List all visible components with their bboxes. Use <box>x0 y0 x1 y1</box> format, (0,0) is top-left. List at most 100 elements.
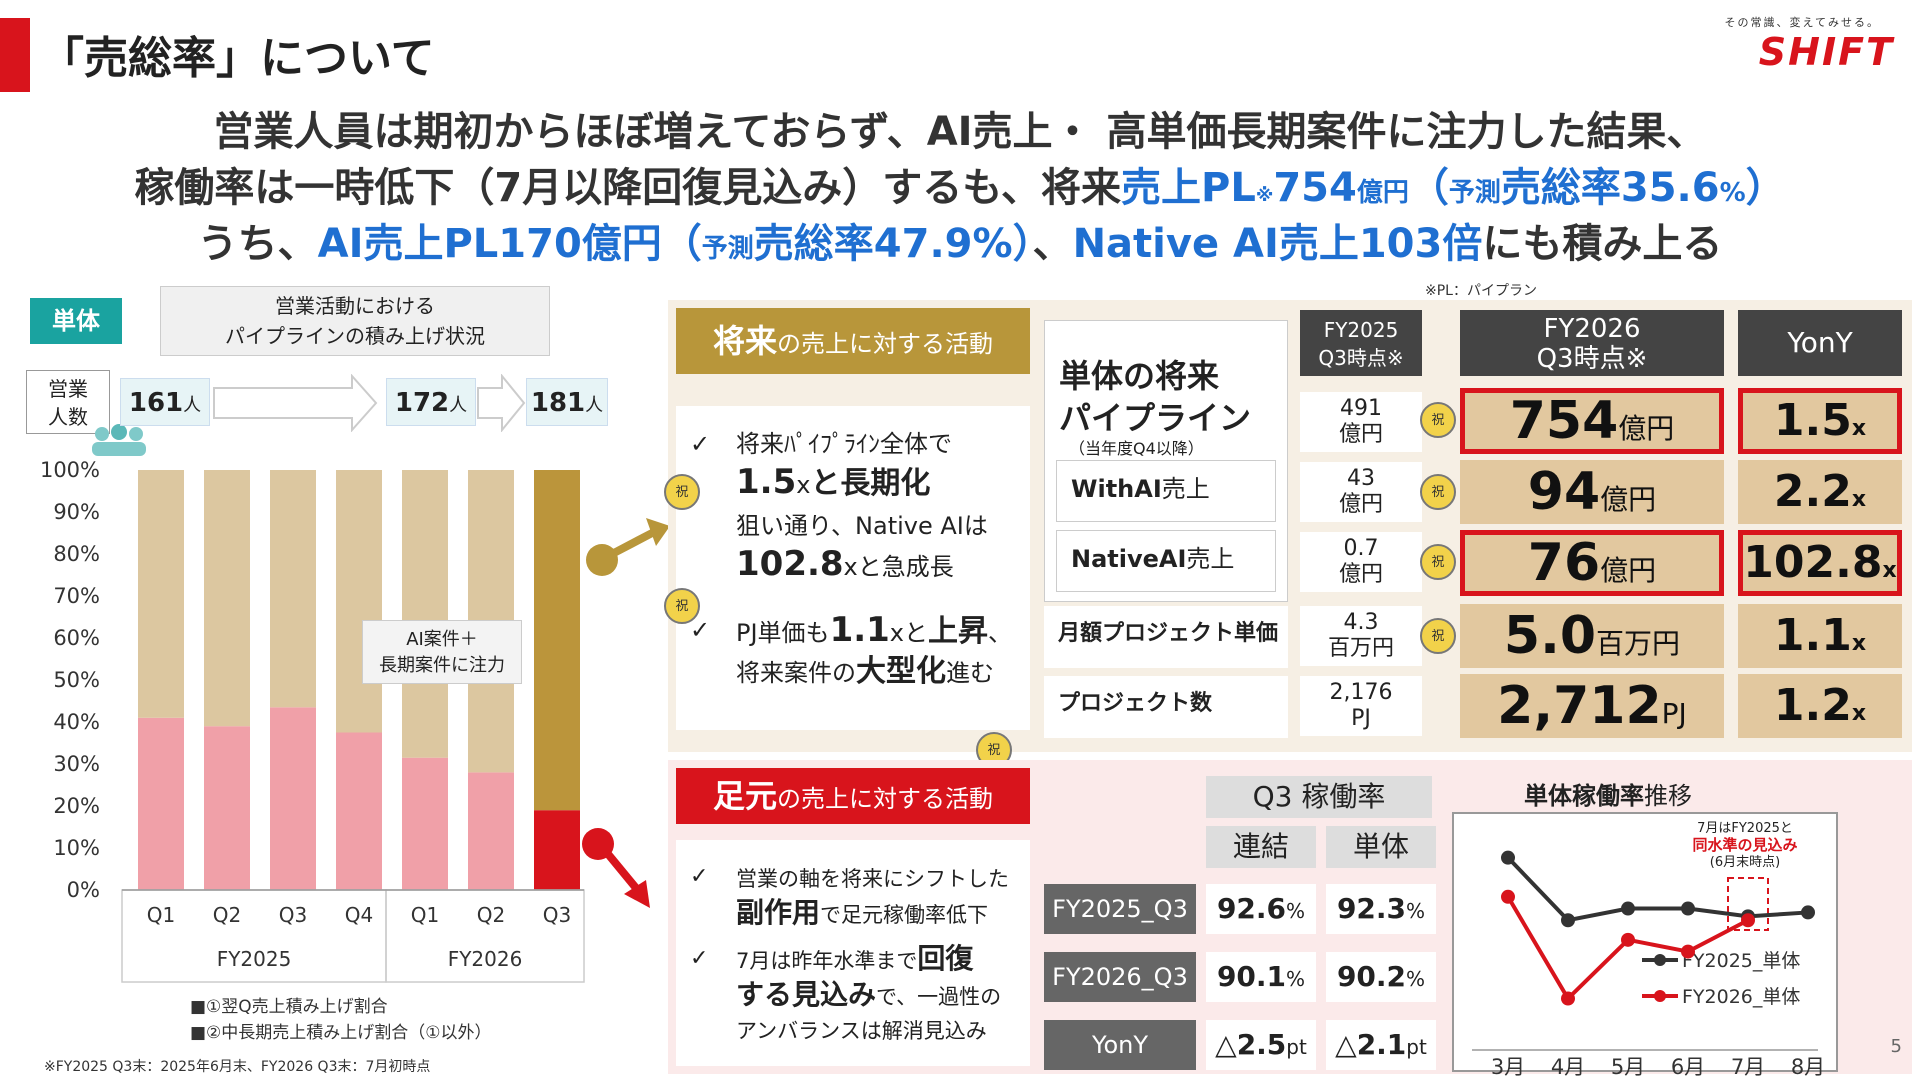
value: 43 <box>1347 466 1375 491</box>
y-tick-label: 70% <box>53 584 100 608</box>
bar-segment-next-quarter <box>270 707 316 890</box>
x-tick-label: Q4 <box>345 903 373 927</box>
series-point <box>1501 850 1515 865</box>
pipeline-title-line-2: パイプライン <box>1059 399 1252 437</box>
future-bullet-2-line-2: 将来案件の大型化進む <box>736 654 994 689</box>
future-bullet-1-line-2: 1.5xと長期化 <box>736 462 931 502</box>
callout-line-2: 長期案件に注力 <box>379 655 505 676</box>
utilization-value: 92.3% <box>1326 884 1436 934</box>
utilization-value: 90.1% <box>1206 952 1316 1002</box>
y-tick-label: 80% <box>53 542 100 566</box>
future-activity-bullets: ✓ 将来ﾊﾟｲﾌﾟﾗｲﾝ全体で 1.5xと長期化 狙い通り、Native AIは… <box>676 406 1030 730</box>
series-line <box>1506 856 1809 923</box>
headcount-fy2025-q1: 161人 <box>120 378 210 426</box>
arrow-down-icon <box>580 826 660 920</box>
current-bullet-1-line-2: 副作用で足元稼働率低下 <box>736 896 989 929</box>
value: 491 <box>1340 396 1382 421</box>
fy2026-project-count: 2,712PJ <box>1460 674 1724 738</box>
bar-segment-next-quarter <box>204 726 250 890</box>
yony-pipeline-total: 1.5x <box>1738 388 1902 454</box>
y-tick-label: 30% <box>53 752 100 776</box>
fy2025-withai: 43 億円 <box>1300 462 1422 522</box>
header-accent-bar <box>0 18 30 92</box>
unit: 億円 <box>1338 562 1383 587</box>
y-tick-label: 40% <box>53 710 100 734</box>
future-bullet-1-line-4: 102.8xと急成長 <box>736 544 954 584</box>
fy2026-nativeai: 76億円 <box>1460 530 1724 596</box>
header-fy2025-line-1: FY2025 <box>1323 318 1399 342</box>
x-group-label: FY2025 <box>217 947 292 971</box>
utilization-col-single: 単体 <box>1326 826 1436 868</box>
check-icon: ✓ <box>690 864 709 889</box>
sales-label-line-2: 人数 <box>48 405 88 429</box>
celebration-stamp-icon: 祝 <box>1420 474 1456 510</box>
x-group-label: FY2026 <box>448 947 523 971</box>
y-tick-label: 10% <box>53 836 100 860</box>
month-tick-label: 7月 <box>1731 1055 1765 1079</box>
future-bullet-1-line-1: 将来ﾊﾟｲﾌﾟﾗｲﾝ全体で <box>736 430 952 458</box>
yony-withai: 2.2x <box>1738 460 1902 524</box>
bar-segment-next-quarter <box>402 757 448 890</box>
celebration-stamp-icon: 祝 <box>664 474 700 510</box>
current-bullet-2-line-2: する見込みで、一過性の <box>736 978 1002 1011</box>
note-line-2: 同水準の見込み <box>1692 836 1798 854</box>
utilization-value: 90.2% <box>1326 952 1436 1002</box>
arrow-right-icon <box>212 373 378 436</box>
utilization-line-chart: FY2025_単体 FY2026_単体 3月 4月 5月 6月 7月 8月 <box>1472 850 1825 1079</box>
value: 2,176 <box>1329 680 1393 705</box>
row-withai: WithAI売上 <box>1056 460 1276 522</box>
celebration-stamp-icon: 祝 <box>664 588 700 624</box>
month-tick-label: 8月 <box>1791 1055 1825 1079</box>
fy2025-pipeline-total: 491 億円 <box>1300 392 1422 452</box>
x-tick-label: Q3 <box>279 903 307 927</box>
bar-segment-next-quarter <box>138 717 184 890</box>
month-tick-label: 4月 <box>1551 1055 1585 1079</box>
footnote: ※FY2025 Q3末：2025年6月末、FY2026 Q3末：7月初時点 <box>44 1059 431 1075</box>
pipeline-stacked-bar-chart: 0% 10% 20% 30% 40% 50% 60% 70% 80% 90% 100% Q1 Q2 Q3 Q… <box>40 458 585 983</box>
series-point <box>1681 944 1695 959</box>
bar-segment-next-quarter <box>336 732 382 890</box>
legend-marker <box>1654 954 1666 966</box>
tag-single: 単体 <box>30 298 122 344</box>
current-bullet-1-line-1: 営業の軸を将来にシフトした <box>736 867 1009 891</box>
series-point <box>1561 913 1575 928</box>
row-nativeai: NativeAI売上 <box>1056 530 1276 592</box>
sales-label-line-1: 営業 <box>48 377 88 401</box>
bar-segment-mid-long-term <box>270 470 316 708</box>
utilization-value: 92.6% <box>1206 884 1316 934</box>
future-activity-header: 将来の売上に対する活動 <box>676 308 1030 374</box>
headcount-fy2026-q2: 172人 <box>386 378 476 426</box>
callout-line-1: AI案件＋ <box>406 629 478 650</box>
x-tick-label: Q1 <box>147 903 175 927</box>
check-icon: ✓ <box>690 430 711 458</box>
headline-line-3: うち、AI売上PL170億円（予測売総率47.9%）、Native AI売上10… <box>197 221 1723 267</box>
series-point <box>1561 991 1575 1006</box>
page-title: 「売総率」について <box>40 33 435 84</box>
future-bullet-2-line-1: PJ単価も1.1xと上昇、 <box>736 610 1012 650</box>
celebration-stamp-icon: 祝 <box>1420 402 1456 438</box>
y-tick-label: 90% <box>53 500 100 524</box>
utilization-col-consolidated: 連結 <box>1206 826 1316 868</box>
y-tick-label: 100% <box>40 458 100 482</box>
y-tick-label: 0% <box>67 878 100 902</box>
headline-line-2: 稼働率は一時低下（7月以降回復見込み）するも、将来売上PL※754億円（予測売総… <box>134 165 1786 211</box>
bar-segment-mid-long-term <box>402 470 448 758</box>
people-icon <box>88 424 150 462</box>
bar-segment-mid-long-term <box>204 470 250 727</box>
pl-note: ※PL：パイプラン <box>1425 283 1537 299</box>
future-bullet-1-line-3: 狙い通り、Native AIは <box>736 512 988 540</box>
check-icon: ✓ <box>690 946 709 971</box>
caption-line-2: パイプラインの積み上げ状況 <box>225 324 485 348</box>
unit: PJ <box>1351 706 1371 731</box>
pipeline-caption: 営業活動における パイプラインの積み上げ状況 <box>160 286 550 356</box>
sales-headcount-label: 営業 人数 <box>26 370 110 434</box>
utilization-row-label: FY2026_Q3 <box>1044 952 1196 1002</box>
celebration-stamp-icon: 祝 <box>1420 544 1456 580</box>
header-yony: YonY <box>1738 310 1902 376</box>
header-fy2026-q3: FY2026 Q3時点※ <box>1460 310 1724 376</box>
utilization-row-label: FY2025_Q3 <box>1044 884 1196 934</box>
series-point <box>1621 932 1635 947</box>
arrow-up-icon <box>584 510 674 584</box>
page-number: 5 <box>1890 1036 1902 1057</box>
bar-segment-next-quarter <box>468 772 514 890</box>
